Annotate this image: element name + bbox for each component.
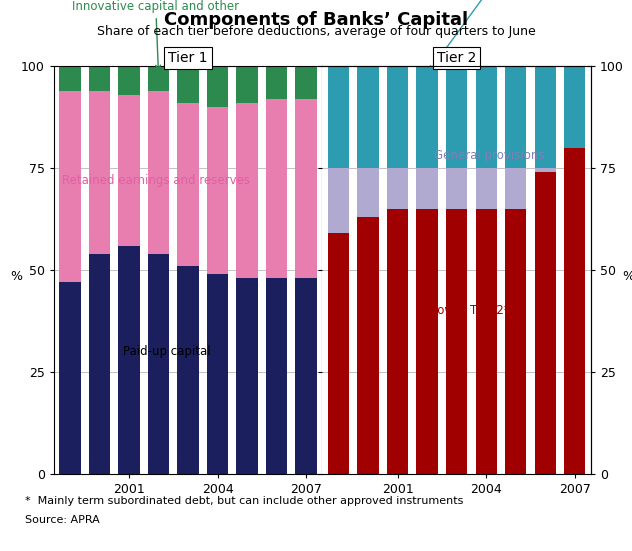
Text: Source: APRA: Source: APRA xyxy=(25,515,100,525)
Bar xyxy=(358,66,379,168)
Bar xyxy=(564,148,585,474)
Bar xyxy=(236,103,258,278)
Text: Innovative capital and other: Innovative capital and other xyxy=(72,0,240,70)
Bar xyxy=(295,66,317,99)
Bar xyxy=(266,66,287,99)
Bar xyxy=(178,103,198,266)
Y-axis label: %: % xyxy=(622,270,632,283)
Bar xyxy=(535,172,556,474)
Bar xyxy=(178,266,198,474)
Bar xyxy=(266,99,287,278)
Bar xyxy=(59,282,81,474)
Bar xyxy=(387,66,408,168)
Bar xyxy=(207,66,228,107)
Bar xyxy=(505,66,526,168)
Bar xyxy=(236,66,258,103)
Bar xyxy=(446,66,467,168)
Bar xyxy=(505,209,526,474)
Bar xyxy=(59,66,81,90)
Bar xyxy=(59,90,81,282)
Bar xyxy=(416,168,438,209)
Bar xyxy=(446,209,467,474)
Text: Paid-up capital: Paid-up capital xyxy=(123,345,210,358)
Bar xyxy=(118,66,140,95)
Text: General provisions: General provisions xyxy=(434,149,544,163)
Text: Lower Tier 2*: Lower Tier 2* xyxy=(431,304,509,317)
Bar xyxy=(207,107,228,274)
Bar xyxy=(295,99,317,278)
Text: Components of Banks’ Capital: Components of Banks’ Capital xyxy=(164,11,468,29)
Bar xyxy=(89,66,110,90)
Bar xyxy=(118,95,140,246)
Bar xyxy=(358,168,379,217)
Text: Retained earnings and reserves: Retained earnings and reserves xyxy=(62,174,250,187)
Bar xyxy=(535,66,556,168)
Bar xyxy=(446,168,467,209)
Bar xyxy=(564,66,585,148)
Bar xyxy=(475,66,497,168)
Bar xyxy=(236,278,258,474)
Bar xyxy=(358,217,379,474)
Bar xyxy=(148,66,169,90)
Bar xyxy=(295,278,317,474)
Bar xyxy=(416,209,438,474)
Bar xyxy=(328,66,349,168)
Title: Tier 2: Tier 2 xyxy=(437,51,477,65)
Bar xyxy=(505,168,526,209)
Text: Share of each tier before deductions, average of four quarters to June: Share of each tier before deductions, av… xyxy=(97,25,535,38)
Bar xyxy=(148,253,169,474)
Bar xyxy=(207,274,228,474)
Bar xyxy=(387,209,408,474)
Y-axis label: %: % xyxy=(11,270,23,283)
Bar xyxy=(387,168,408,209)
Bar xyxy=(328,233,349,474)
Text: Convertible notes and
perpetual subordinated debt: Convertible notes and perpetual subordin… xyxy=(412,0,582,71)
Bar xyxy=(475,168,497,209)
Bar xyxy=(148,90,169,253)
Bar xyxy=(89,253,110,474)
Bar xyxy=(416,66,438,168)
Bar xyxy=(178,66,198,103)
Bar xyxy=(118,246,140,474)
Bar xyxy=(535,168,556,172)
Title: Tier 1: Tier 1 xyxy=(168,51,208,65)
Bar xyxy=(89,90,110,253)
Bar xyxy=(328,168,349,233)
Text: *  Mainly term subordinated debt, but can include other approved instruments: * Mainly term subordinated debt, but can… xyxy=(25,496,464,506)
Bar xyxy=(475,209,497,474)
Bar xyxy=(266,278,287,474)
